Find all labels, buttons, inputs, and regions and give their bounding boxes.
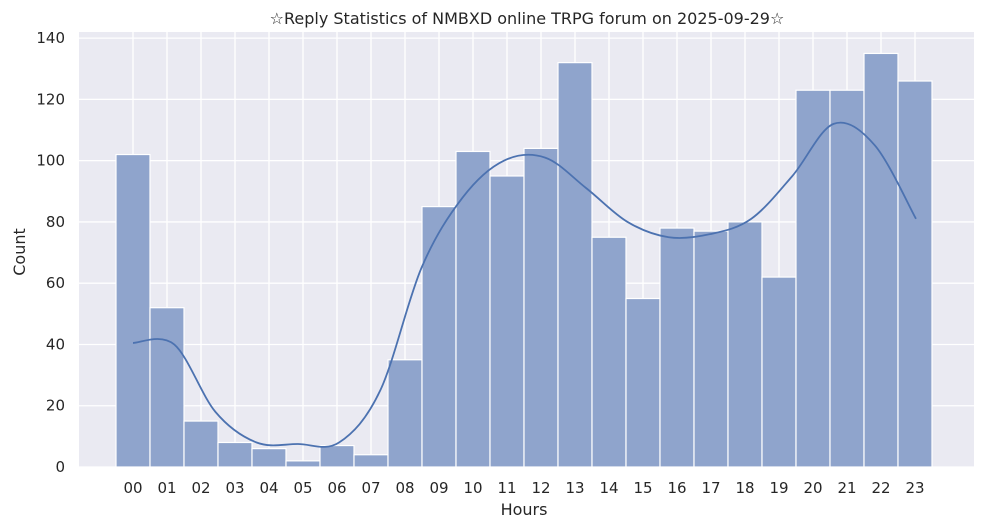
kde-curve xyxy=(132,121,917,448)
x-tick-label-05: 05 xyxy=(293,479,312,497)
x-tick-label-01: 01 xyxy=(157,479,176,497)
y-tick-label: 100 xyxy=(36,152,65,170)
bar-01 xyxy=(149,307,185,468)
bar-15 xyxy=(625,297,661,468)
x-tick-label-21: 21 xyxy=(837,479,856,497)
bar-11 xyxy=(489,175,525,468)
y-tick-label: 80 xyxy=(46,213,65,231)
bar-05 xyxy=(285,460,321,468)
x-tick-label-00: 00 xyxy=(123,479,142,497)
bar-14 xyxy=(591,236,627,468)
bar-03 xyxy=(217,441,253,468)
x-tick-label-16: 16 xyxy=(667,479,686,497)
x-tick-label-02: 02 xyxy=(191,479,210,497)
x-axis-label: Hours xyxy=(501,500,548,519)
y-tick-label: 60 xyxy=(46,274,65,292)
y-tick-label: 0 xyxy=(55,458,65,476)
x-tick-label-06: 06 xyxy=(327,479,346,497)
bar-04 xyxy=(251,448,287,468)
bar-19 xyxy=(761,276,797,468)
chart-title: ☆Reply Statistics of NMBXD online TRPG f… xyxy=(270,9,785,28)
bars xyxy=(115,52,933,468)
x-tick-label-09: 09 xyxy=(429,479,448,497)
bar-22 xyxy=(863,52,899,468)
bar-18 xyxy=(727,221,763,468)
bar-00 xyxy=(115,153,151,468)
x-tick-label-22: 22 xyxy=(871,479,890,497)
y-tick-label: 120 xyxy=(36,90,65,108)
x-tick-label-13: 13 xyxy=(565,479,584,497)
bar-17 xyxy=(693,230,729,468)
x-tick-label-15: 15 xyxy=(633,479,652,497)
x-tick-label-03: 03 xyxy=(225,479,244,497)
x-tick-label-19: 19 xyxy=(769,479,788,497)
x-tick-label-18: 18 xyxy=(735,479,754,497)
bar-09 xyxy=(421,206,457,468)
x-tick-label-08: 08 xyxy=(395,479,414,497)
x-tick-label-14: 14 xyxy=(599,479,618,497)
x-tick-label-07: 07 xyxy=(361,479,380,497)
x-tick-label-12: 12 xyxy=(531,479,550,497)
x-tick-label-23: 23 xyxy=(905,479,924,497)
bar-07 xyxy=(353,454,389,468)
bar-21 xyxy=(829,89,865,468)
x-tick-label-10: 10 xyxy=(463,479,482,497)
bar-10 xyxy=(455,150,491,468)
x-tick-label-17: 17 xyxy=(701,479,720,497)
bar-12 xyxy=(523,147,559,468)
y-tick-label: 20 xyxy=(46,397,65,415)
bar-02 xyxy=(183,420,219,468)
y-axis-label: Count xyxy=(10,228,29,276)
y-tick-label: 140 xyxy=(36,29,65,47)
x-tick-label-04: 04 xyxy=(259,479,278,497)
x-tick-label-20: 20 xyxy=(803,479,822,497)
bar-16 xyxy=(659,227,695,468)
y-tick-label: 40 xyxy=(46,335,65,353)
bar-13 xyxy=(557,62,593,468)
bar-06 xyxy=(319,444,355,468)
x-axis-ticks: 00 01 02 03 04 05 06 07 08 09 10 11 12 13 14 15 16 17 18 19… xyxy=(123,479,924,497)
x-tick-label-11: 11 xyxy=(497,479,516,497)
y-axis-ticks: 0 20 40 60 80 100 120 140 xyxy=(36,29,65,476)
bar-23 xyxy=(897,80,933,468)
bar-20 xyxy=(795,89,831,468)
bar-08 xyxy=(387,359,423,468)
